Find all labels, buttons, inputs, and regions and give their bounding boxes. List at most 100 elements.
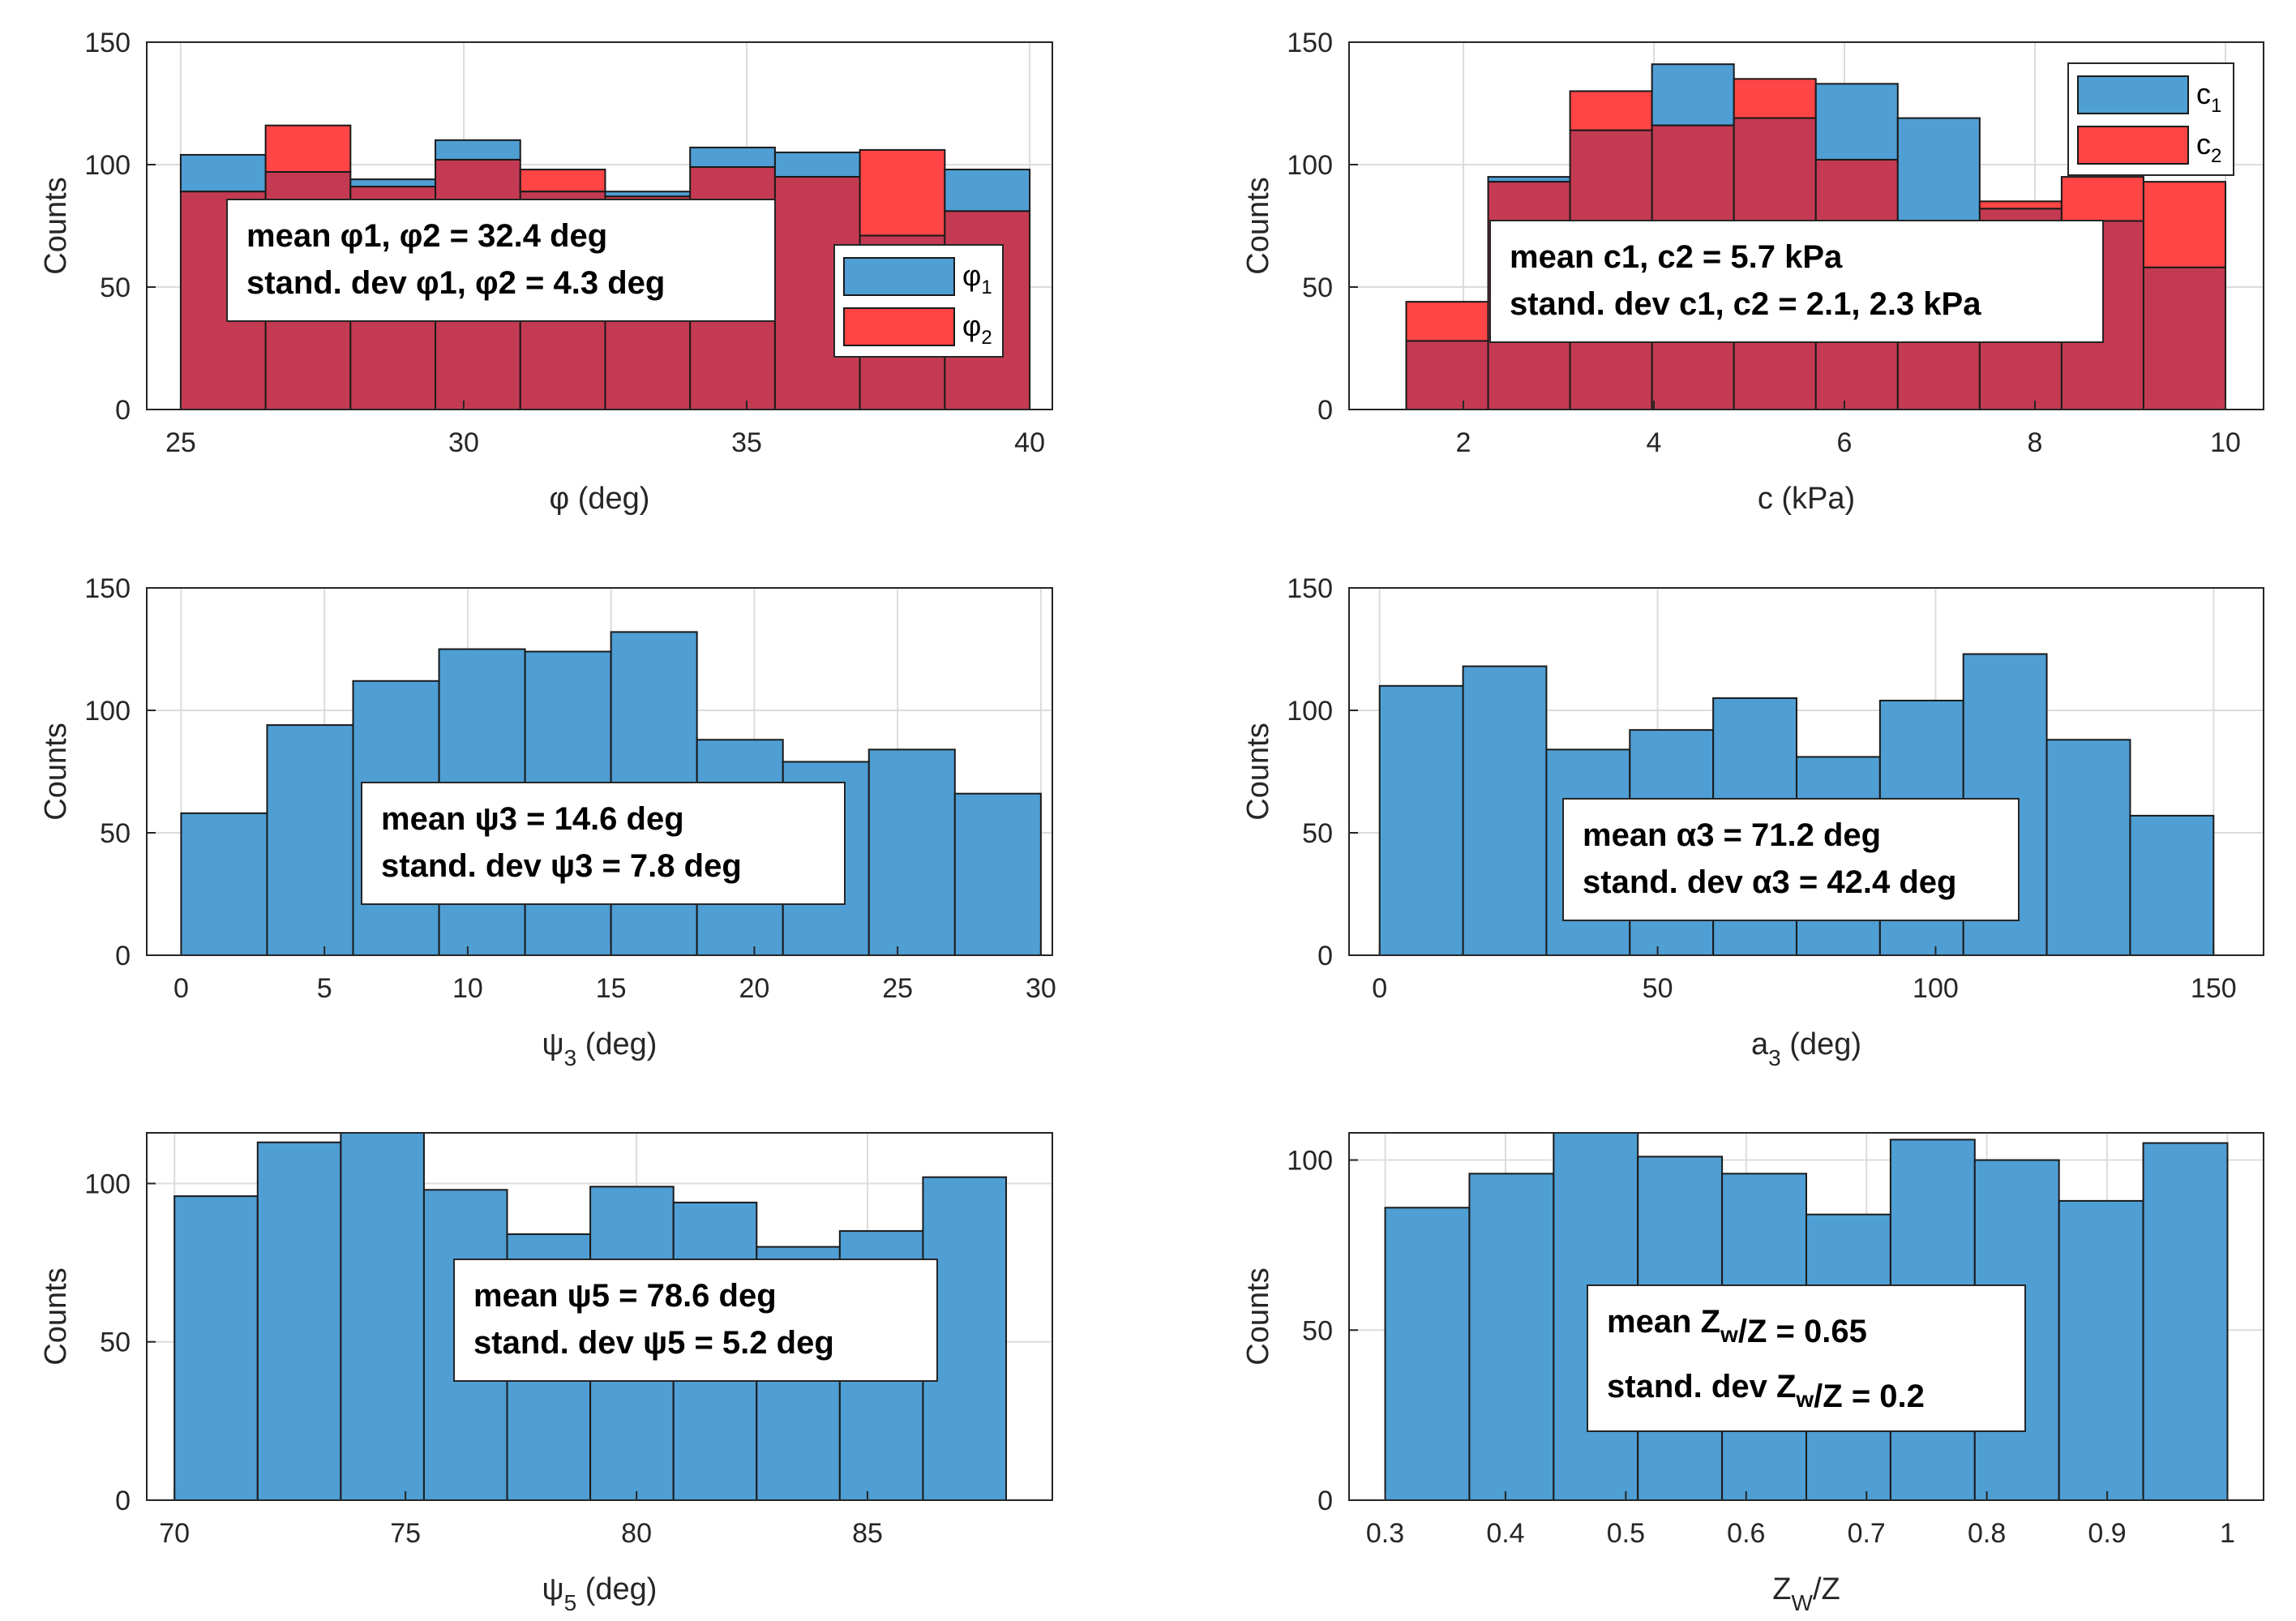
histogram-bar bbox=[1405, 301, 1489, 342]
histogram-bar bbox=[859, 148, 946, 237]
x-tick-label: 0.6 bbox=[1727, 1518, 1765, 1549]
histogram-bar bbox=[2142, 1142, 2229, 1502]
x-tick-label: 35 bbox=[731, 427, 762, 458]
histogram-bar bbox=[2058, 1199, 2144, 1502]
y-tick-label: 0 bbox=[1317, 941, 1333, 971]
legend-swatch bbox=[843, 257, 955, 296]
histogram-bar bbox=[266, 724, 354, 956]
y-axis-label: Counts bbox=[39, 723, 73, 820]
x-tick-label: 150 bbox=[2191, 973, 2237, 1004]
x-tick-label: 75 bbox=[390, 1518, 421, 1549]
histogram-bar bbox=[256, 1141, 342, 1502]
x-axis-label: ψ5 (deg) bbox=[542, 1572, 658, 1615]
y-tick-label: 50 bbox=[100, 1327, 131, 1358]
y-tick-label: 150 bbox=[84, 573, 131, 604]
x-tick-label: 0.5 bbox=[1607, 1518, 1645, 1549]
chart-psi3: 0 5 10 15 20 25 30 0 50 100 150 ψ3 (deg) Counts mean … bbox=[39, 573, 1056, 1070]
annotation-frame bbox=[1562, 798, 2020, 921]
y-tick-label: 0 bbox=[115, 395, 131, 426]
y-axis-label: Counts bbox=[39, 1267, 73, 1365]
x-tick-label: 0.8 bbox=[1968, 1518, 2006, 1549]
histogram-bar bbox=[1378, 684, 1464, 956]
annotation-line: mean α3 = 71.2 deg bbox=[1583, 817, 1881, 853]
annotation-line: mean φ1, φ2 = 32.4 deg bbox=[246, 218, 607, 254]
legend-label: c2 bbox=[2196, 127, 2221, 167]
annotation-line: stand. dev ψ5 = 5.2 deg bbox=[473, 1325, 834, 1361]
y-tick-label: 50 bbox=[1302, 272, 1333, 303]
x-tick-label: 0 bbox=[173, 973, 189, 1004]
annotation-frame bbox=[1587, 1284, 2026, 1432]
annotation-frame bbox=[361, 782, 846, 905]
x-axis-label: a3 (deg) bbox=[1751, 1027, 1861, 1070]
annotation-box: mean ψ5 = 78.6 deg stand. dev ψ5 = 5.2 de… bbox=[453, 1259, 938, 1382]
x-tick-label: 2 bbox=[1456, 427, 1471, 458]
x-tick-label: 8 bbox=[2028, 427, 2043, 458]
axes-box bbox=[146, 587, 1053, 956]
y-tick-label: 0 bbox=[115, 941, 131, 971]
chart-zw: 0.3 0.4 0.5 0.6 0.7 0.8 0.9 1 0 50 100 ZW/Z Counts me… bbox=[1241, 1132, 2264, 1615]
histogram-bar bbox=[2129, 814, 2215, 956]
histogram-bar-overlap bbox=[1405, 340, 1489, 410]
histogram-bar bbox=[435, 139, 521, 161]
chart-alpha3: 0 50 100 150 0 50 100 150 a3 (deg) Counts mean α3 … bbox=[1241, 573, 2264, 1070]
histogram-bar bbox=[1978, 200, 2063, 210]
x-tick-label: 5 bbox=[317, 973, 332, 1004]
histogram-bar bbox=[264, 124, 352, 174]
histogram-bar bbox=[953, 792, 1042, 956]
annotation-frame bbox=[1489, 220, 2104, 343]
x-tick-label: 20 bbox=[739, 973, 769, 1004]
histogram-bar bbox=[349, 178, 437, 188]
x-tick-label: 0 bbox=[1372, 973, 1387, 1004]
legend-label: φ1 bbox=[962, 259, 992, 298]
x-tick-label: 30 bbox=[448, 427, 479, 458]
annotation-line: mean Zw/Z = 0.65 bbox=[1607, 1304, 1867, 1349]
x-tick-label: 15 bbox=[596, 973, 627, 1004]
y-axis-label: Counts bbox=[1241, 177, 1275, 274]
y-tick-label: 100 bbox=[1287, 150, 1333, 181]
histogram-bar bbox=[773, 151, 861, 178]
annotation-line: stand. dev φ1, φ2 = 4.3 deg bbox=[246, 265, 665, 301]
histogram-bar bbox=[944, 169, 1031, 212]
histogram-bar bbox=[519, 169, 606, 193]
x-tick-label: 70 bbox=[159, 1518, 190, 1549]
x-tick-label: 40 bbox=[1014, 427, 1045, 458]
y-axis-label: Counts bbox=[1241, 723, 1275, 820]
axes-box bbox=[146, 41, 1053, 410]
y-tick-label: 100 bbox=[84, 150, 131, 181]
x-axis-label: φ (deg) bbox=[550, 482, 650, 516]
histogram-bar bbox=[2060, 176, 2144, 222]
legend-swatch bbox=[2077, 75, 2189, 114]
annotation-box: mean φ1, φ2 = 32.4 deg stand. dev φ1, φ2 … bbox=[226, 199, 776, 322]
annotation-frame bbox=[453, 1259, 938, 1382]
x-tick-label: 85 bbox=[852, 1518, 883, 1549]
axes-box bbox=[1348, 587, 2264, 956]
y-axis-label: Counts bbox=[1241, 1267, 1275, 1365]
x-tick-label: 1 bbox=[2220, 1518, 2235, 1549]
histogram-bar bbox=[180, 812, 268, 957]
x-axis-label: ψ3 (deg) bbox=[542, 1027, 658, 1070]
histogram-bar bbox=[1468, 1173, 1555, 1502]
x-tick-label: 0.7 bbox=[1848, 1518, 1886, 1549]
annotation-box: mean Zw/Z = 0.65 stand. dev Zw/Z = 0.2 bbox=[1587, 1284, 2026, 1432]
axes-box bbox=[146, 1132, 1053, 1501]
histogram-bar bbox=[173, 1195, 259, 1501]
y-axis-label: Counts bbox=[39, 177, 73, 274]
x-tick-label: 10 bbox=[452, 973, 483, 1004]
annotation-line: stand. dev α3 = 42.4 deg bbox=[1583, 864, 1956, 900]
x-tick-label: 80 bbox=[621, 1518, 652, 1549]
x-tick-label: 50 bbox=[1643, 973, 1673, 1004]
histogram-bar-overlap bbox=[2142, 266, 2226, 410]
x-tick-label: 4 bbox=[1647, 427, 1662, 458]
annotation-box: mean ψ3 = 14.6 deg stand. dev ψ3 = 7.8 de… bbox=[361, 782, 846, 905]
histogram-bar bbox=[2142, 181, 2226, 268]
annotation-line: stand. dev Zw/Z = 0.2 bbox=[1607, 1369, 1925, 1414]
y-tick-label: 100 bbox=[1287, 1146, 1333, 1177]
histogram-bar bbox=[1814, 83, 1899, 161]
legend-label: c1 bbox=[2196, 77, 2221, 117]
x-axis-label: c (kPa) bbox=[1758, 482, 1855, 516]
x-tick-label: 0.3 bbox=[1366, 1518, 1404, 1549]
legend-swatch bbox=[843, 307, 955, 346]
